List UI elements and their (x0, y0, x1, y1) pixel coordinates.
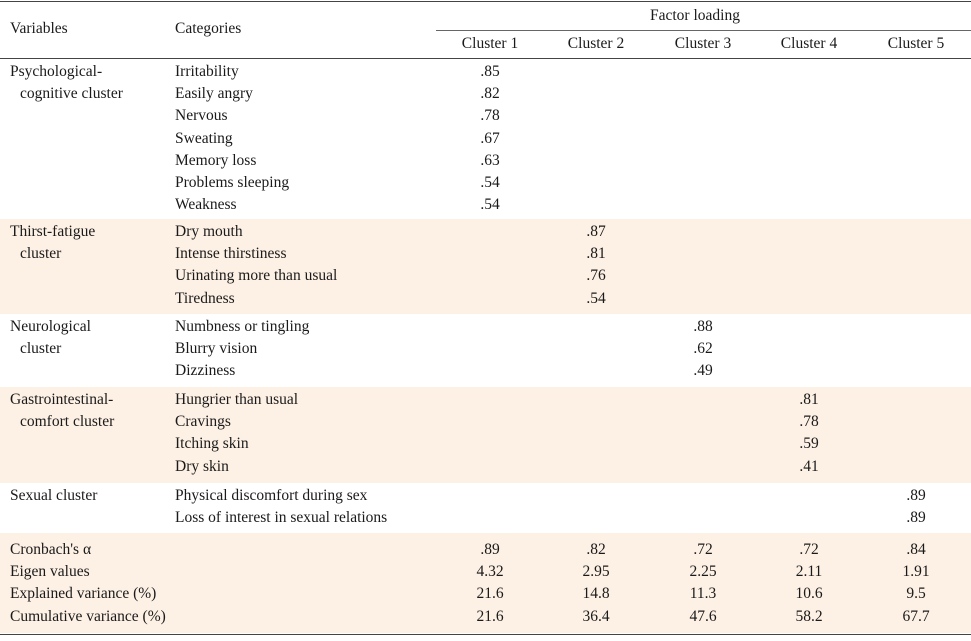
loading-value: .63 (480, 151, 500, 169)
category-label: Problems sleeping (175, 174, 290, 191)
category-label: Numbness or tingling (175, 318, 310, 335)
header-bottom-rule (0, 58, 971, 59)
stat-value: 4.32 (476, 563, 504, 581)
stat-label: Explained variance (%) (10, 585, 157, 603)
cluster-name: cluster (20, 340, 62, 358)
stat-value: 1.91 (902, 563, 930, 581)
loading-value: .67 (480, 129, 500, 147)
loading-value: .78 (480, 107, 500, 125)
header-factor-loading: Factor loading (650, 7, 740, 24)
category-label: Memory loss (175, 151, 257, 169)
stat-value: 2.25 (689, 563, 717, 581)
header-cluster-5: Cluster 5 (887, 35, 945, 52)
loading-value: .89 (906, 509, 926, 527)
header-cluster-1: Cluster 1 (461, 35, 519, 52)
category-label: Easily angry (175, 85, 253, 103)
cluster-name: Sexual cluster (10, 487, 98, 504)
header-cluster-3: Cluster 3 (674, 35, 732, 52)
stat-value: 2.95 (582, 563, 610, 581)
category-label: Tiredness (175, 289, 235, 307)
category-label: Cravings (175, 413, 231, 431)
stats-band (0, 533, 971, 633)
loading-value: .54 (586, 289, 606, 307)
loading-value: .76 (586, 267, 606, 285)
header-cluster-4: Cluster 4 (780, 35, 838, 52)
loading-value: .54 (480, 174, 500, 191)
stat-value: .82 (586, 541, 606, 558)
category-label: Weakness (175, 196, 237, 214)
loading-value: .81 (799, 391, 819, 408)
loading-value: .59 (799, 435, 819, 453)
category-label: Nervous (175, 107, 228, 125)
cluster-name: Gastrointestinal- (10, 391, 114, 408)
stat-value: 67.7 (902, 607, 930, 625)
stat-value: .89 (480, 541, 500, 558)
category-label: Itching skin (175, 435, 249, 453)
stat-value: 9.5 (906, 585, 926, 603)
cluster-name: comfort cluster (20, 413, 115, 431)
category-label: Blurry vision (175, 340, 258, 358)
loading-value: .88 (693, 318, 713, 335)
cluster-name: Neurological (10, 318, 91, 335)
loading-value: .89 (906, 487, 926, 504)
header-variables: Variables (10, 20, 68, 37)
loading-value: .41 (799, 457, 819, 475)
category-label: Loss of interest in sexual relations (175, 509, 388, 527)
loading-value: .78 (799, 413, 819, 431)
header-categories: Categories (175, 20, 242, 37)
stat-value: .72 (799, 541, 819, 558)
category-label: Dry mouth (175, 223, 243, 240)
cluster-band (0, 483, 971, 533)
stat-value: 36.4 (582, 607, 610, 625)
stat-label: Eigen values (10, 563, 90, 581)
stat-value: 10.6 (795, 585, 823, 603)
category-label: Irritability (175, 63, 239, 80)
cluster-name: cognitive cluster (20, 85, 123, 103)
table-bottom-rule (0, 634, 971, 635)
stat-value: .84 (906, 541, 926, 558)
cluster-name: cluster (20, 245, 62, 263)
stat-value: 14.8 (582, 585, 610, 603)
stat-value: 21.6 (476, 607, 504, 625)
loading-value: .54 (480, 196, 500, 214)
category-label: Dry skin (175, 457, 229, 475)
header-cluster-2: Cluster 2 (567, 35, 625, 52)
stat-value: 58.2 (795, 607, 823, 625)
stat-value: 21.6 (476, 585, 504, 603)
loading-value: .62 (693, 340, 713, 358)
cluster-name: Thirst-fatigue (10, 223, 96, 240)
cluster-name: Psychological- (10, 63, 103, 80)
cluster-band (0, 387, 971, 483)
stat-label: Cumulative variance (%) (10, 607, 166, 625)
stat-value: 11.3 (689, 585, 717, 603)
category-label: Hungrier than usual (175, 391, 299, 408)
category-label: Intense thirstiness (175, 245, 287, 263)
loading-value: .82 (480, 85, 500, 103)
stat-label: Cronbach's α (10, 541, 92, 558)
category-label: Sweating (175, 129, 233, 147)
loading-value: .81 (586, 245, 606, 263)
loading-value: .87 (586, 223, 606, 240)
stat-value: 2.11 (795, 563, 823, 581)
factor-loading-underline (436, 30, 971, 31)
stat-value: 47.6 (689, 607, 717, 625)
category-label: Urinating more than usual (175, 267, 338, 285)
category-label: Dizziness (175, 362, 236, 380)
table-top-rule (0, 1, 971, 2)
category-label: Physical discomfort during sex (175, 487, 368, 504)
cluster-band (0, 219, 971, 314)
loading-value: .49 (693, 362, 713, 380)
cluster-band (0, 314, 971, 387)
stat-value: .72 (693, 541, 713, 558)
loading-value: .85 (480, 63, 500, 80)
